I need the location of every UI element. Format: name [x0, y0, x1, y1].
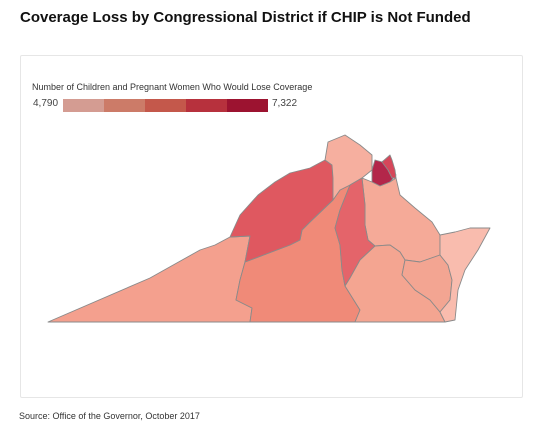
source-note: Source: Office of the Governor, October … — [19, 411, 200, 421]
legend-max-label: 7,322 — [272, 98, 298, 109]
legend-swatch-1 — [63, 99, 104, 112]
district-8[interactable] — [381, 154, 397, 179]
chart-title: Coverage Loss by Congressional District … — [20, 9, 471, 26]
legend-swatch-5 — [227, 99, 268, 112]
legend-swatch-3 — [145, 99, 186, 112]
legend-title: Number of Children and Pregnant Women Wh… — [32, 82, 313, 92]
map-frame — [20, 55, 523, 398]
legend-min-label: 4,790 — [33, 98, 59, 109]
legend-swatch-2 — [104, 99, 145, 112]
legend-swatch-4 — [186, 99, 227, 112]
district-2[interactable] — [439, 227, 491, 323]
legend-color-ramp — [63, 99, 268, 112]
district-9[interactable] — [47, 235, 253, 323]
